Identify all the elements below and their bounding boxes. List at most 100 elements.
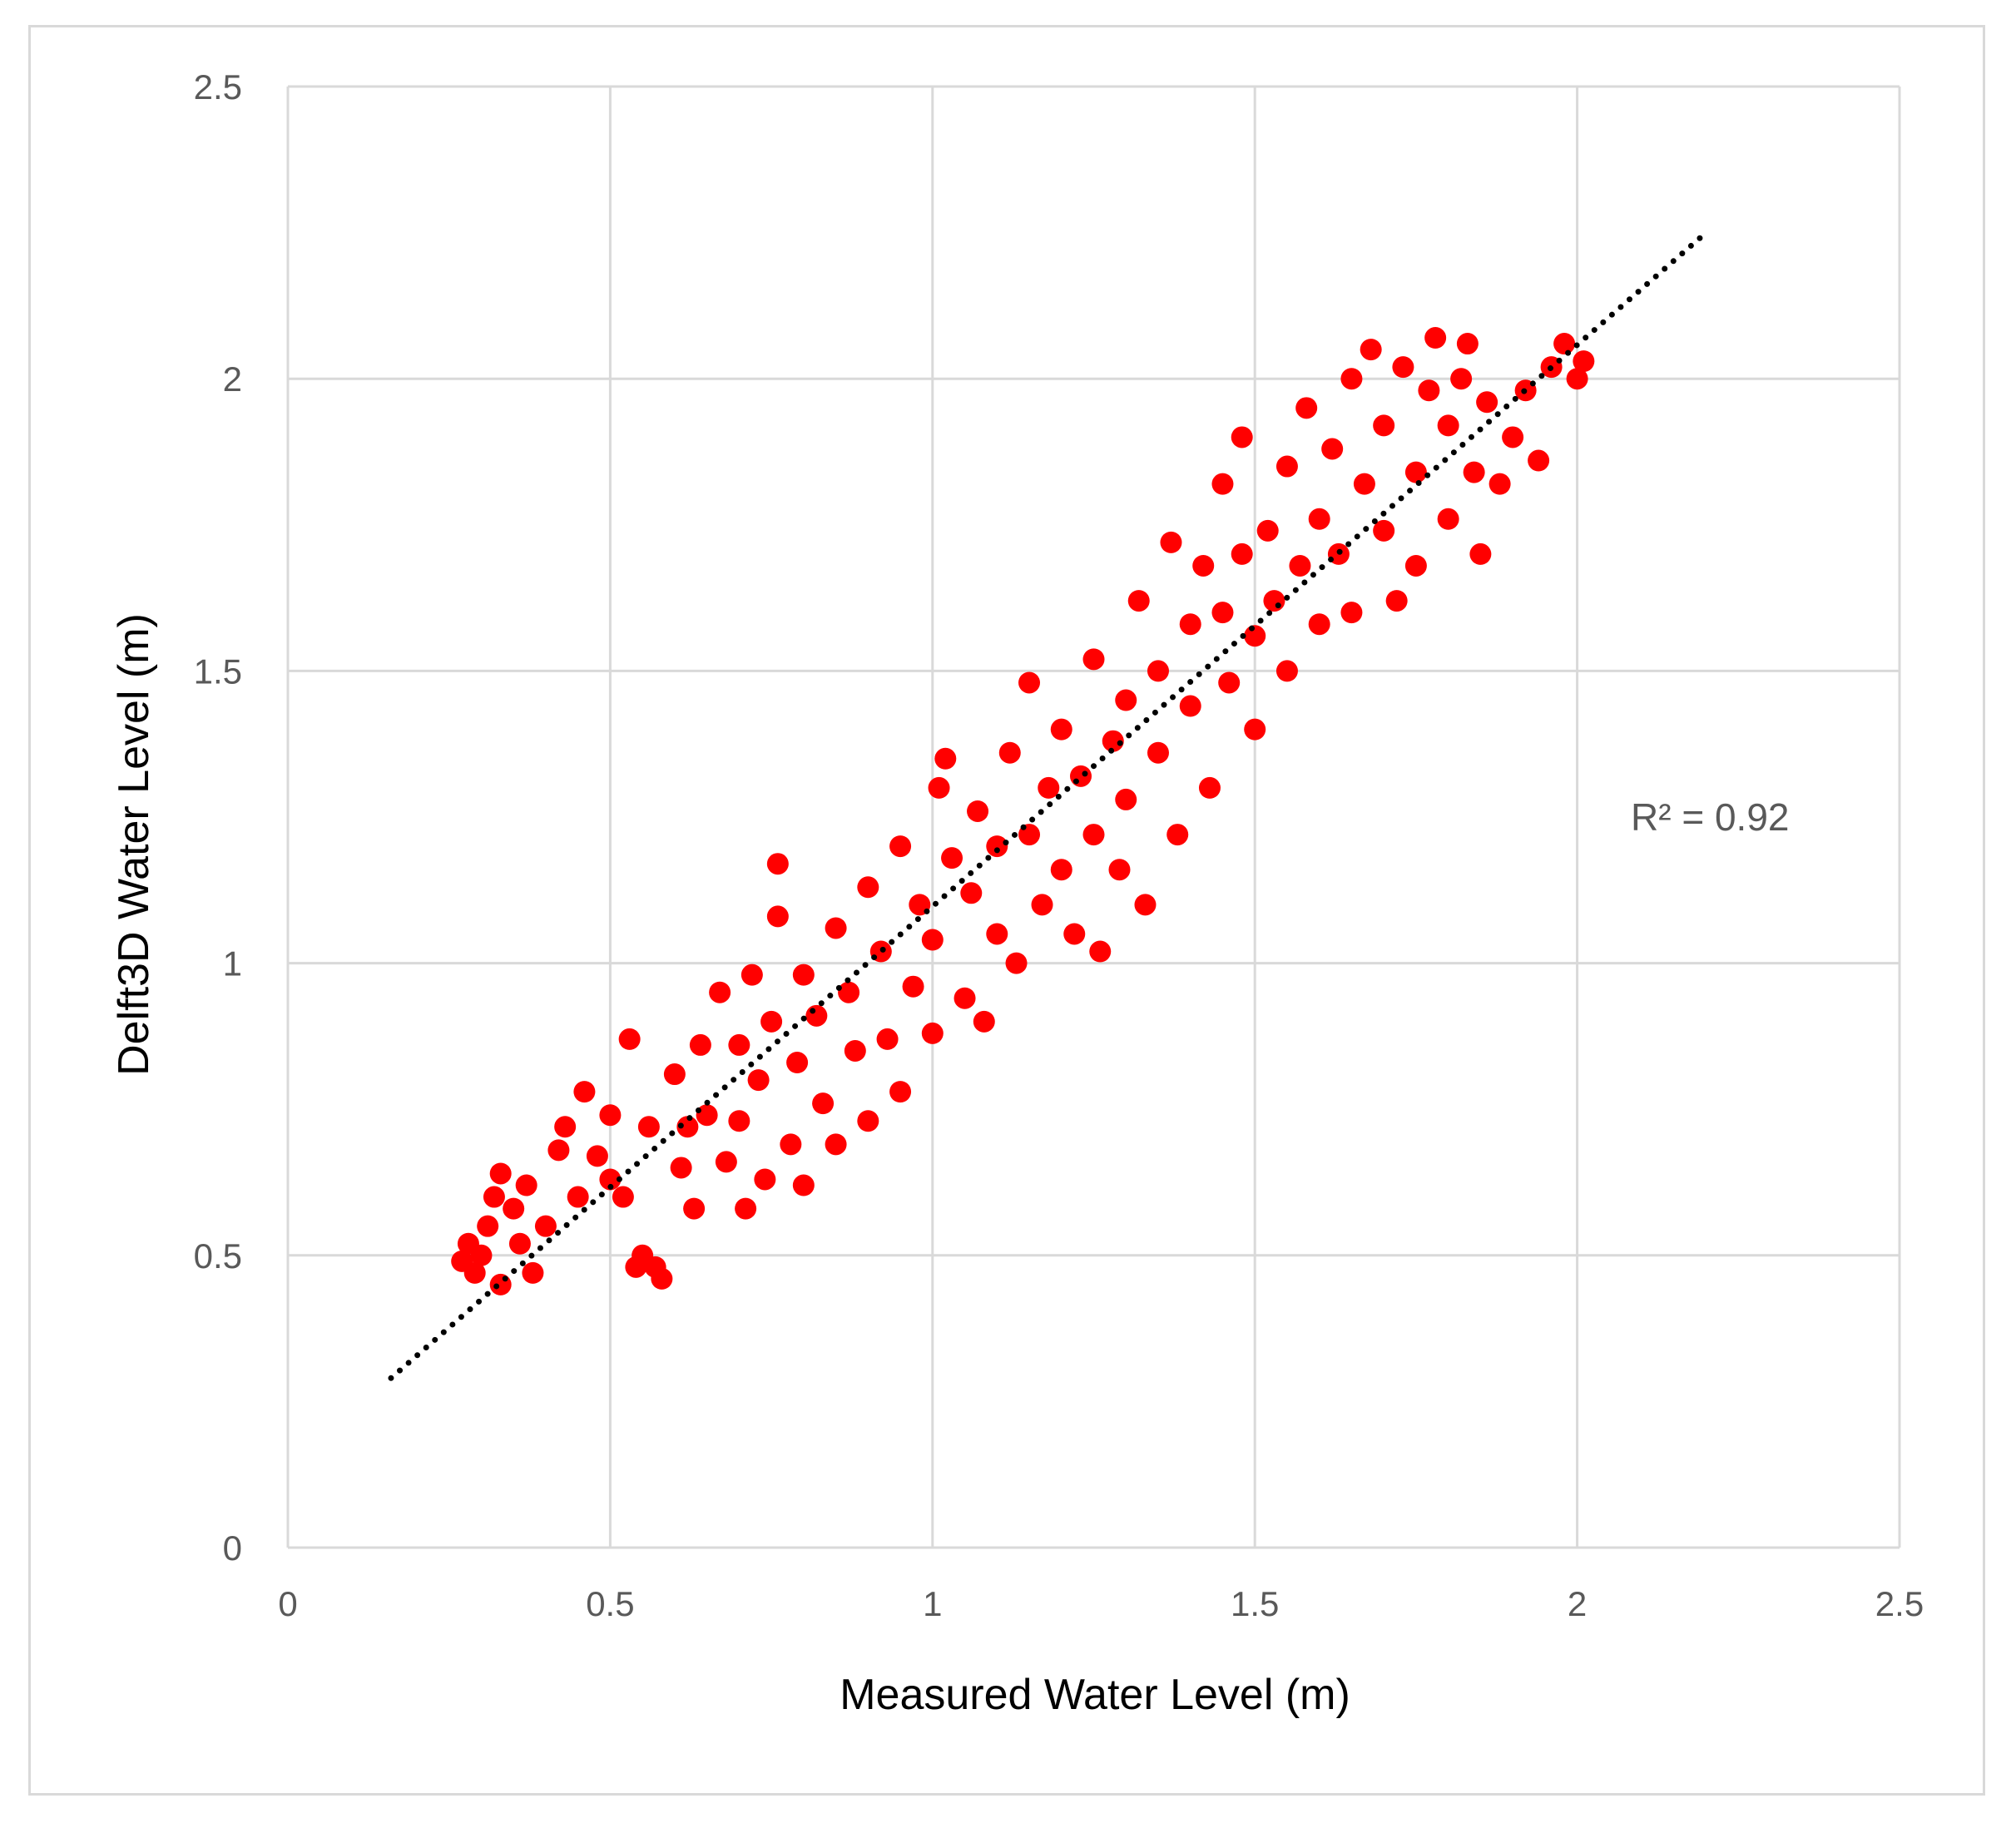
y-tick-label: 1.5 [194, 651, 242, 691]
data-point [1573, 350, 1595, 373]
data-point [651, 1267, 673, 1290]
data-point [547, 1139, 570, 1162]
data-point [489, 1273, 512, 1295]
data-point [1437, 414, 1459, 437]
data-point [1115, 689, 1137, 711]
data-point [470, 1244, 493, 1266]
data-point [728, 1110, 750, 1132]
data-points [451, 327, 1595, 1295]
data-point [1231, 426, 1253, 448]
data-point [1385, 590, 1408, 612]
data-point [715, 1151, 737, 1173]
data-point [1218, 671, 1241, 694]
data-point [1089, 940, 1112, 963]
data-point [1340, 602, 1363, 624]
data-point [676, 1116, 699, 1138]
data-point [618, 1028, 641, 1050]
y-axis-title: Delft3D Water Level (m) [110, 613, 158, 1076]
data-point [792, 964, 815, 986]
data-point [1392, 356, 1414, 379]
data-point [1179, 695, 1201, 717]
data-point [889, 1081, 912, 1103]
data-point [1231, 542, 1253, 565]
data-point [1102, 730, 1124, 752]
x-tick-label: 1 [923, 1584, 942, 1623]
data-point [1160, 531, 1182, 553]
data-point [1147, 741, 1169, 764]
data-point [928, 776, 950, 799]
data-point [792, 1174, 815, 1196]
x-axis-title: Measured Water Level (m) [840, 1671, 1350, 1719]
data-point [1005, 952, 1028, 974]
data-point [1127, 590, 1150, 612]
data-point [1050, 718, 1072, 741]
data-point [1502, 426, 1524, 448]
data-point [1308, 508, 1330, 530]
data-point [741, 964, 763, 986]
data-point [766, 905, 789, 928]
data-point [709, 981, 731, 1003]
x-tick-label: 1.5 [1231, 1584, 1279, 1623]
data-point [1179, 613, 1201, 636]
data-point [735, 1197, 757, 1220]
data-point [825, 917, 847, 939]
data-point [747, 1069, 770, 1092]
chart-frame [28, 25, 1985, 1796]
data-point [637, 1116, 660, 1138]
data-point [780, 1133, 802, 1156]
data-point [967, 800, 989, 822]
data-point [1418, 379, 1440, 402]
data-point [973, 1010, 995, 1033]
data-point [554, 1116, 577, 1138]
y-tick-label: 2 [223, 359, 242, 399]
data-point [934, 747, 957, 770]
data-point [1263, 590, 1285, 612]
data-point [689, 1033, 711, 1056]
y-tick-label: 1 [223, 944, 242, 983]
data-point [844, 1039, 866, 1062]
data-point [534, 1215, 557, 1237]
y-tick-label: 2.5 [194, 67, 242, 107]
data-point [1289, 554, 1311, 577]
data-point [1082, 824, 1105, 846]
data-point [1256, 519, 1279, 542]
data-point [1244, 625, 1266, 647]
data-point [663, 1063, 686, 1086]
data-point [1244, 718, 1266, 741]
data-point [489, 1162, 512, 1185]
data-point [599, 1168, 622, 1191]
data-point [921, 1022, 944, 1044]
data-point [1476, 391, 1498, 414]
data-point [1373, 519, 1395, 542]
data-point [766, 853, 789, 875]
data-point [1167, 824, 1189, 846]
data-point [1082, 648, 1105, 671]
y-tick-label: 0 [223, 1528, 242, 1568]
x-tick-label: 2.5 [1875, 1584, 1924, 1623]
data-point [1566, 368, 1588, 390]
data-point [1404, 461, 1427, 483]
data-point [586, 1145, 608, 1167]
data-point [1424, 327, 1447, 349]
data-point [805, 1004, 828, 1027]
data-point [1050, 859, 1072, 881]
trendline [388, 230, 1710, 1381]
data-point [1373, 414, 1395, 437]
data-point [1198, 776, 1221, 799]
data-point [1038, 776, 1060, 799]
data-point [683, 1197, 706, 1220]
data-point [503, 1197, 525, 1220]
x-tick-label: 0 [278, 1584, 297, 1623]
data-point [889, 835, 912, 858]
data-point [1063, 923, 1086, 945]
data-point [857, 1110, 879, 1132]
data-point [1321, 438, 1344, 460]
data-point [1070, 765, 1092, 787]
plot-area-border [286, 87, 1900, 1549]
data-point [876, 1028, 899, 1050]
data-point [696, 1104, 718, 1127]
y-tick-label: 0.5 [194, 1236, 242, 1276]
data-point [825, 1133, 847, 1156]
data-point [522, 1261, 544, 1284]
